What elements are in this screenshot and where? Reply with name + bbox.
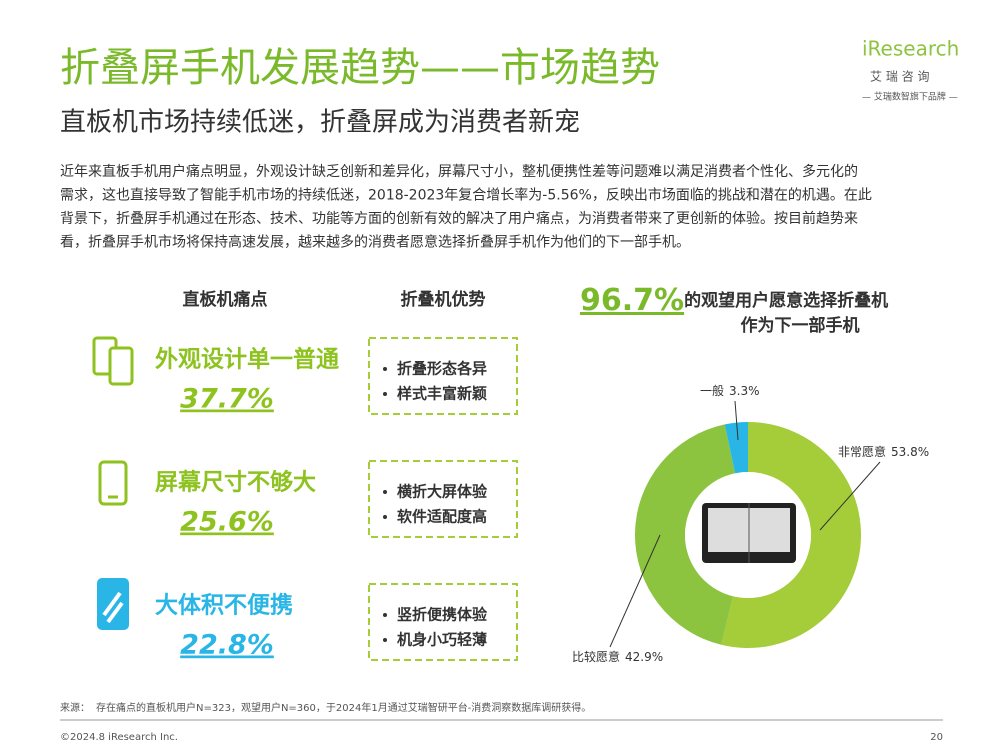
donut-segment [721,422,862,648]
title: 折叠屏手机发展趋势——市场趋势 [60,45,660,91]
page-number: 20 [930,732,943,743]
bullet [383,515,387,519]
left-header: 直板机痛点 [183,289,268,310]
right-header: 折叠机优势 [401,289,486,310]
advantage: 横折大屏体验 [397,483,488,501]
advantage-box [368,460,518,538]
donut-segment [724,422,748,474]
copyright: ©2024.8 iResearch Inc. [60,732,178,743]
pain-percent: 37.7% [180,384,274,415]
advantage: 竖折便携体验 [397,606,488,624]
bullet [383,638,387,642]
advantage-box [368,337,518,415]
segment-value: 42.9% [625,650,663,664]
pain-title: 屏幕尺寸不够大 [155,470,316,496]
icon-phone [98,460,128,506]
intro-line: 背景下，折叠屏手机通过在形态、技术、功能等方面的创新有效的解决了用户痛点，为消费… [60,210,858,227]
bullet [383,613,387,617]
segment-value: 53.8% [891,445,929,459]
advantage: 样式丰富新颖 [397,385,487,403]
headline-line2: 作为下一部手机 [741,315,860,336]
subtitle: 直板机市场持续低迷，折叠屏成为消费者新宠 [60,108,580,138]
intro-line: 看，折叠屏手机市场将保持高速发展，越来越多的消费者愿意选择折叠屏手机作为他们的下… [60,234,690,251]
pain-percent: 22.8% [180,630,274,661]
leader-line [609,534,661,648]
bullet [383,392,387,396]
pain-percent: 25.6% [180,507,274,538]
bullet [383,490,387,494]
bullet [383,367,387,371]
pain-title: 大体积不便携 [155,592,293,619]
source: 存在痛点的直板机用户N=323，观望用户N=360，于2024年1月通过艾瑞智研… [96,701,591,714]
segment-label: 非常愿意 53.8% [838,444,929,459]
intro-line: 需求，这也直接导致了智能手机市场的持续低迷，2018-2023年复合增长率为-5… [60,187,872,204]
headline: 96.7%的观望用户愿意选择折叠机 [580,283,888,318]
advantage-box [368,583,518,661]
segment-name: 一般 [700,383,724,398]
logo-tagline: — 艾瑞数智旗下品牌 — [862,91,958,103]
center-phone [702,503,796,563]
leader-line [734,400,739,441]
icon-phone-slash [97,578,129,630]
segment-value: 3.3% [729,384,760,398]
icon-phones [92,336,134,386]
donut-segment [635,424,736,645]
intro-line: 近年来直板手机用户痛点明显，外观设计缺乏创新和差异化，屏幕尺寸小，整机便携性差等… [60,163,858,180]
advantage: 机身小巧轻薄 [397,631,487,649]
segment-label: 比较愿意 42.9% [572,649,663,664]
logo-name: 艾 瑞 咨 询 [870,69,929,84]
intro: 近年来直板手机用户痛点明显，外观设计缺乏创新和差异化，屏幕尺寸小，整机便携性差等… [60,163,872,251]
advantage: 折叠形态各异 [397,360,487,378]
segment-name: 非常愿意 [838,444,886,459]
advantage: 软件适配度高 [397,508,487,526]
pain-title: 外观设计单一普通 [155,346,339,373]
segment-label: 一般 3.3% [700,383,760,398]
logo-brand: iResearch [862,37,959,61]
leader-line [819,461,881,531]
segment-name: 比较愿意 [572,649,620,664]
headline-highlight: 96.7% [580,283,684,318]
source-label: 来源： [60,701,90,714]
headline-line1: 的观望用户愿意选择折叠机 [684,290,888,311]
